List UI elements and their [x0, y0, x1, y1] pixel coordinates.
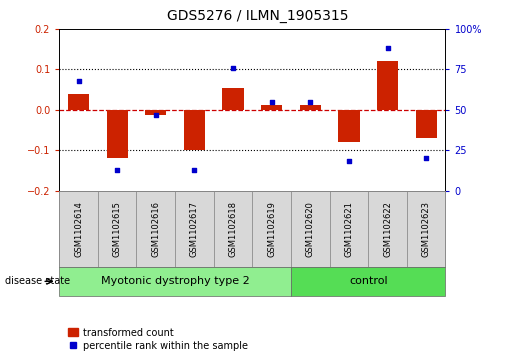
Text: control: control	[349, 276, 388, 286]
Text: GSM1102623: GSM1102623	[422, 201, 431, 257]
Bar	[300, 105, 321, 110]
Bar	[377, 61, 398, 110]
Bar	[68, 94, 89, 110]
Text: GSM1102617: GSM1102617	[190, 201, 199, 257]
Bar	[291, 191, 330, 267]
Point	[422, 155, 431, 161]
Text: GSM1102615: GSM1102615	[113, 201, 122, 257]
Bar	[98, 191, 136, 267]
Point	[306, 99, 314, 105]
Bar	[59, 267, 291, 296]
Bar	[261, 105, 282, 110]
Bar	[145, 110, 166, 115]
Bar	[330, 191, 368, 267]
Bar	[407, 191, 445, 267]
Bar	[291, 267, 445, 296]
Legend: transformed count, percentile rank within the sample: transformed count, percentile rank withi…	[64, 324, 251, 355]
Text: GSM1102621: GSM1102621	[345, 201, 353, 257]
Text: GSM1102619: GSM1102619	[267, 201, 276, 257]
Bar	[175, 191, 214, 267]
Bar	[184, 110, 205, 150]
Point	[74, 78, 82, 83]
Bar	[214, 191, 252, 267]
Bar	[59, 191, 98, 267]
Bar	[252, 191, 291, 267]
Point	[152, 112, 160, 118]
Text: GSM1102616: GSM1102616	[151, 201, 160, 257]
Bar	[338, 110, 359, 142]
Bar	[107, 110, 128, 158]
Point	[268, 99, 276, 105]
Text: GDS5276 / ILMN_1905315: GDS5276 / ILMN_1905315	[167, 9, 348, 23]
Bar	[368, 191, 407, 267]
Text: GSM1102620: GSM1102620	[306, 201, 315, 257]
Text: Myotonic dystrophy type 2: Myotonic dystrophy type 2	[101, 276, 249, 286]
Point	[191, 167, 199, 172]
Bar	[416, 110, 437, 138]
Point	[229, 65, 237, 71]
Text: GSM1102618: GSM1102618	[229, 201, 237, 257]
Point	[113, 167, 122, 172]
Point	[345, 159, 353, 164]
Text: GSM1102614: GSM1102614	[74, 201, 83, 257]
Text: GSM1102622: GSM1102622	[383, 201, 392, 257]
Bar	[222, 87, 244, 110]
Text: disease state: disease state	[5, 276, 70, 286]
Bar	[136, 191, 175, 267]
Point	[383, 45, 392, 51]
